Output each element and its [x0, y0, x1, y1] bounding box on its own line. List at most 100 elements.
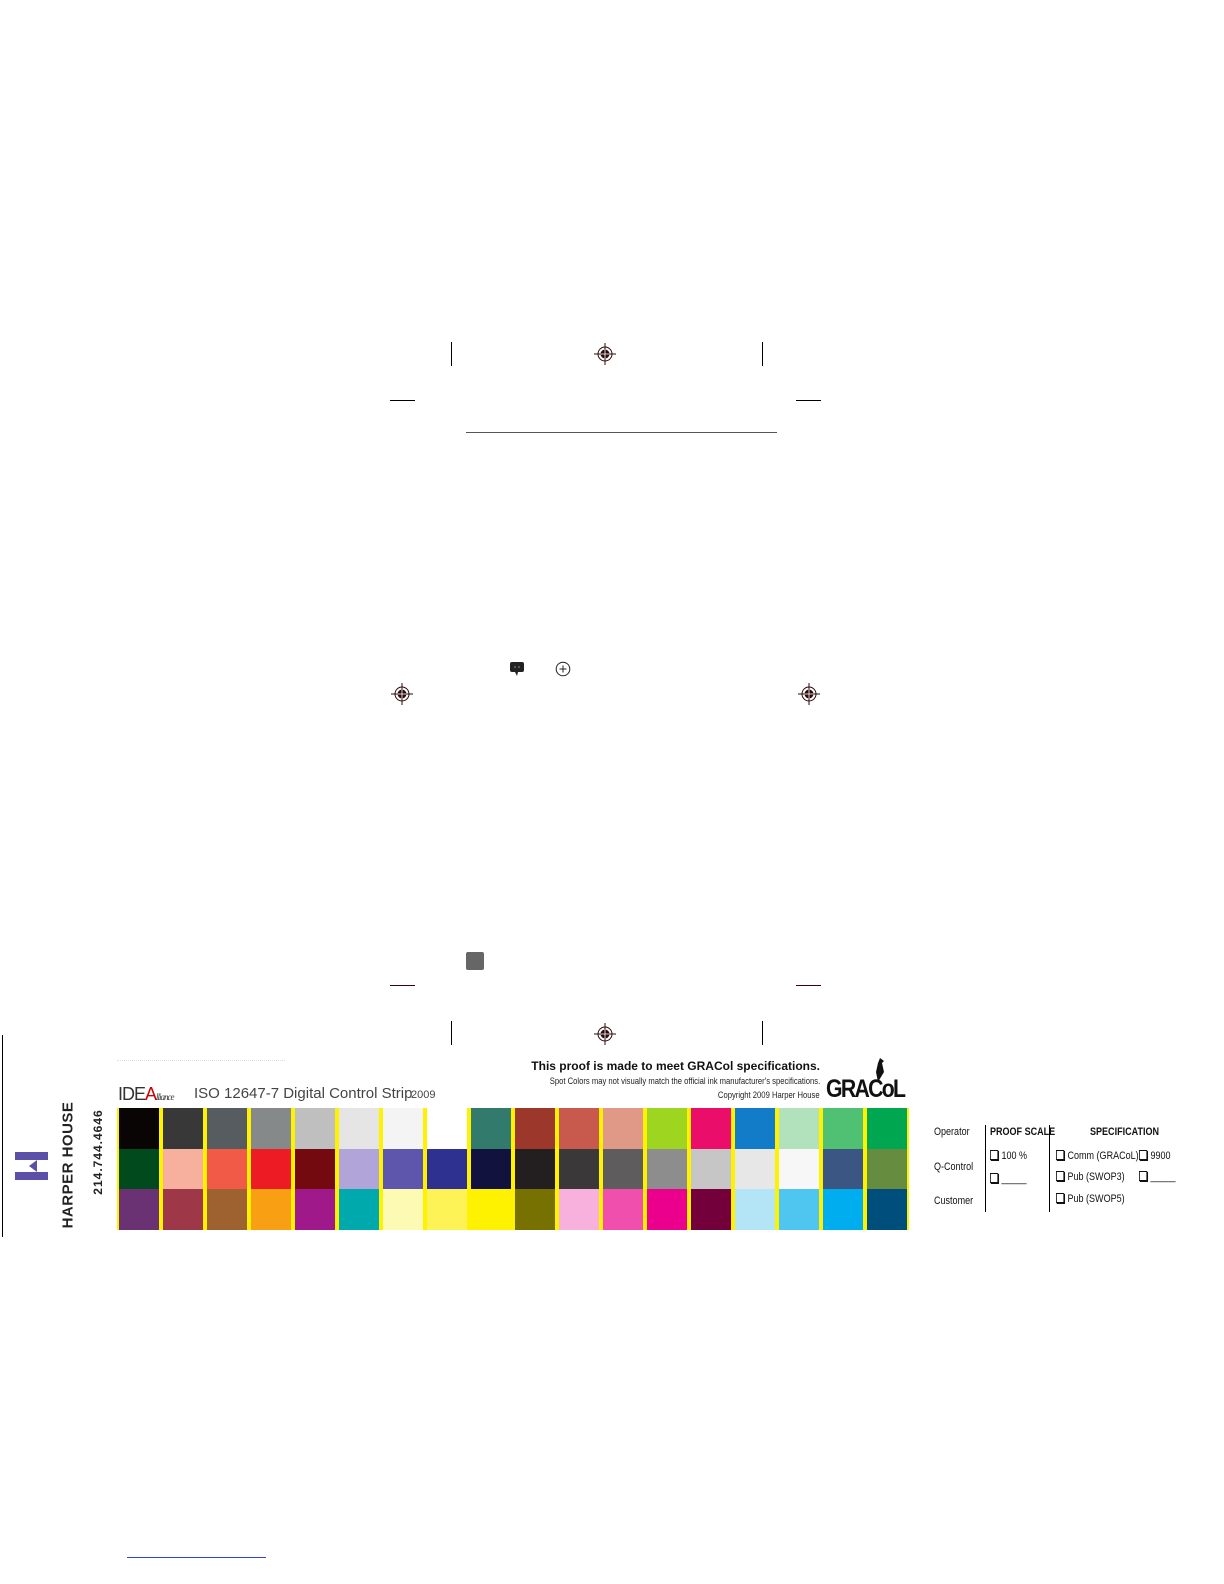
notice-copyright: Copyright 2009 Harper House — [718, 1090, 820, 1100]
notice-line2: Spot Colors may not visually match the o… — [549, 1076, 820, 1086]
color-patch — [691, 1189, 731, 1230]
color-patch — [383, 1148, 423, 1190]
color-patch — [867, 1108, 907, 1149]
color-patch — [427, 1148, 467, 1190]
color-patch — [603, 1189, 643, 1230]
color-patch — [251, 1189, 291, 1230]
color-patch — [867, 1189, 907, 1230]
harper-house-logo — [15, 1152, 48, 1180]
color-patch — [295, 1148, 335, 1190]
color-patch — [427, 1189, 467, 1230]
color-patch — [471, 1148, 511, 1190]
gracol-logo: GRACoL — [826, 1075, 906, 1103]
color-patch — [163, 1108, 203, 1149]
color-patch — [647, 1108, 687, 1149]
spec-swop5[interactable]: Pub (SWOP5) — [1056, 1193, 1125, 1205]
color-patch — [647, 1148, 687, 1190]
crop-mark — [762, 1021, 763, 1045]
color-patch — [735, 1189, 775, 1230]
color-patch — [647, 1189, 687, 1230]
color-patch — [779, 1189, 819, 1230]
idealliance-logo: IDEAlliance — [118, 1084, 175, 1104]
color-patch — [735, 1108, 775, 1149]
color-patch — [823, 1108, 863, 1149]
spec-gracol[interactable]: Comm (GRACoL) — [1056, 1150, 1139, 1162]
link-underline[interactable] — [127, 1557, 266, 1558]
color-patch — [559, 1148, 599, 1190]
faint-patches — [117, 1060, 285, 1065]
spec-swop3[interactable]: Pub (SWOP3) — [1056, 1171, 1125, 1183]
registration-mark-icon — [391, 683, 413, 705]
color-patch — [383, 1189, 423, 1230]
crop-mark — [451, 342, 452, 366]
color-patch — [603, 1108, 643, 1149]
color-patch — [823, 1148, 863, 1190]
color-patch — [603, 1148, 643, 1190]
strip-title: ISO 12647-7 Digital Control Strip — [194, 1085, 413, 1102]
divider — [985, 1125, 986, 1212]
color-patch — [295, 1189, 335, 1230]
color-patch — [339, 1108, 379, 1149]
color-patch — [339, 1148, 379, 1190]
proof-scale-other[interactable]: _____ — [990, 1173, 1027, 1185]
crop-mark — [796, 400, 821, 401]
color-patch — [559, 1108, 599, 1149]
add-circle-icon[interactable] — [555, 661, 571, 677]
color-patch — [163, 1148, 203, 1190]
color-patch — [207, 1148, 247, 1190]
crop-mark — [451, 1021, 452, 1045]
edge-line — [2, 1035, 3, 1237]
crop-mark — [796, 985, 821, 986]
color-patch — [207, 1108, 247, 1149]
color-patch — [867, 1148, 907, 1190]
registration-mark-icon — [594, 343, 616, 365]
color-patch — [339, 1189, 379, 1230]
color-patch — [691, 1148, 731, 1190]
color-patch — [691, 1108, 731, 1149]
color-patch — [471, 1189, 511, 1230]
notice-headline: This proof is made to meet GRACol specif… — [531, 1059, 820, 1073]
color-patch — [251, 1108, 291, 1149]
color-patch — [163, 1189, 203, 1230]
color-patch — [119, 1189, 159, 1230]
registration-mark-icon — [594, 1023, 616, 1045]
crop-mark — [390, 985, 415, 986]
divider — [1049, 1125, 1050, 1212]
color-patch — [515, 1189, 555, 1230]
color-patch — [559, 1189, 599, 1230]
color-patch — [735, 1148, 775, 1190]
color-patch — [471, 1108, 511, 1149]
role-qcontrol: Q-Control — [934, 1161, 974, 1173]
speech-bubble-icon[interactable] — [509, 661, 525, 677]
checkbox[interactable] — [1056, 1171, 1065, 1181]
checkbox[interactable] — [1139, 1150, 1148, 1160]
crop-mark — [390, 400, 415, 401]
color-patch — [383, 1108, 423, 1149]
proof-scale-header: PROOF SCALE — [990, 1126, 1056, 1138]
registration-mark-icon — [798, 683, 820, 705]
spec-other[interactable]: _____ — [1139, 1171, 1176, 1183]
color-patch — [515, 1148, 555, 1190]
checkbox[interactable] — [990, 1150, 999, 1160]
company-name: HARPER HOUSE — [59, 1101, 77, 1229]
color-patch — [823, 1189, 863, 1230]
color-patch — [295, 1108, 335, 1149]
checkbox[interactable] — [1056, 1193, 1065, 1203]
trim-line — [466, 432, 777, 433]
role-operator: Operator — [934, 1126, 970, 1138]
proof-scale-100[interactable]: 100 % — [990, 1150, 1027, 1162]
checkbox[interactable] — [1139, 1171, 1148, 1181]
checkbox[interactable] — [990, 1173, 999, 1183]
spec-9900[interactable]: 9900 — [1139, 1150, 1171, 1162]
company-phone: 214.744.4646 — [91, 1109, 105, 1195]
crop-mark — [762, 342, 763, 366]
color-patch — [515, 1108, 555, 1149]
color-patch — [119, 1148, 159, 1190]
color-patch — [779, 1108, 819, 1149]
color-patch — [251, 1148, 291, 1190]
color-patch — [427, 1108, 467, 1149]
strip-year: 2009 — [411, 1089, 436, 1101]
color-patch — [779, 1148, 819, 1190]
checkbox[interactable] — [1056, 1150, 1065, 1160]
